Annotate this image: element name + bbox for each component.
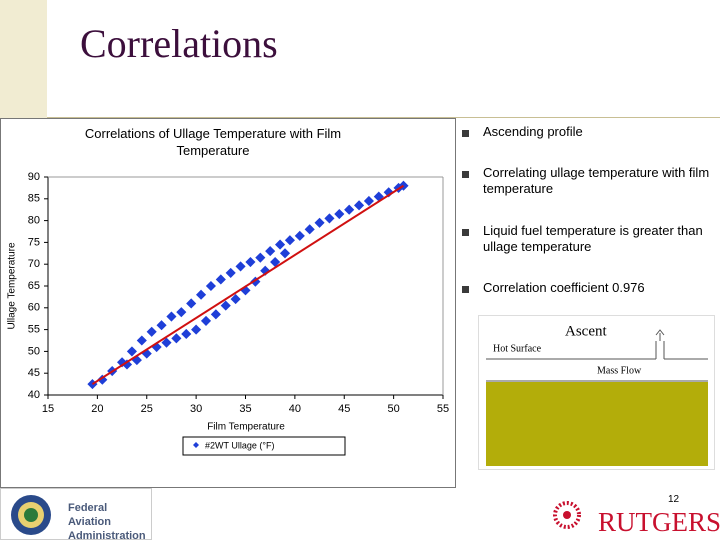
point	[304, 224, 315, 235]
point	[215, 274, 226, 285]
bullet: Liquid fuel temperature is greater than …	[483, 223, 703, 254]
y-tick-label: 65	[28, 280, 40, 292]
faa-line: Federal Aviation	[68, 502, 111, 528]
chart: Film Temperature Ullage Temperature #2WT…	[0, 118, 456, 488]
y-axis-label: Ullage Temperature	[7, 242, 18, 330]
point	[334, 208, 345, 220]
legend-marker	[193, 442, 199, 448]
legend	[182, 436, 346, 456]
y-tick-label: 50	[28, 345, 40, 357]
x-tick-label: 35	[239, 403, 251, 415]
faa-seal	[11, 495, 51, 535]
point	[363, 195, 374, 207]
x-tick-label: 45	[338, 403, 350, 415]
point	[279, 248, 291, 259]
point	[146, 326, 157, 337]
point	[176, 307, 187, 318]
point	[230, 294, 241, 305]
y-tick-label: 70	[28, 258, 40, 270]
point	[220, 300, 231, 311]
x-axis-label: Film Temperature	[207, 422, 285, 433]
point	[284, 235, 295, 246]
point	[294, 230, 305, 241]
legend-label: #2WT Ullage (°F)	[205, 440, 274, 450]
point	[255, 252, 266, 263]
y-tick-label: 60	[28, 302, 40, 314]
y-tick-label: 80	[28, 215, 40, 227]
point	[275, 239, 286, 250]
point	[314, 217, 325, 228]
y-tick-label: 75	[28, 236, 40, 248]
point	[200, 315, 212, 326]
diagram-title: Ascent	[565, 323, 607, 339]
trendline	[91, 184, 405, 385]
rutgers-emblem	[553, 501, 581, 529]
faa-name: Federal Aviation Administration	[68, 501, 151, 540]
point	[245, 256, 256, 268]
point	[186, 298, 197, 309]
bullet-marker	[462, 286, 469, 293]
rule	[47, 117, 720, 118]
bullet-marker	[462, 171, 469, 178]
bullet: Correlation coefficient 0.976	[483, 280, 645, 295]
x-tick-label: 40	[289, 403, 301, 415]
point	[225, 267, 236, 278]
point	[270, 256, 281, 268]
ascent-diagram: Ascent Hot Surface Mass Flow	[478, 315, 715, 470]
liquid	[486, 382, 708, 466]
x-tick-label: 55	[437, 403, 449, 415]
y-tick-label: 90	[28, 171, 40, 183]
point	[126, 346, 137, 357]
y-tick-label: 45	[28, 367, 40, 379]
x-tick-label: 30	[190, 403, 202, 415]
faa-logo: Federal Aviation Administration	[0, 488, 152, 540]
accent-bar	[0, 0, 47, 118]
point	[235, 261, 246, 272]
point	[171, 333, 182, 344]
point	[166, 311, 177, 322]
point	[324, 213, 335, 224]
point	[191, 324, 202, 335]
point	[181, 328, 192, 340]
x-tick-label: 20	[91, 403, 103, 415]
x-tick-label: 25	[141, 403, 153, 415]
point	[136, 335, 147, 346]
point	[196, 289, 207, 300]
point	[156, 320, 167, 331]
chart-title: Correlations of Ullage Temperature with …	[84, 126, 342, 158]
y-tick-label: 40	[28, 389, 40, 401]
point	[265, 246, 276, 257]
point	[205, 280, 216, 292]
diagram-label: Mass Flow	[597, 365, 642, 376]
point	[210, 309, 221, 320]
point	[161, 337, 172, 348]
x-tick-label: 50	[388, 403, 400, 415]
point	[344, 204, 355, 215]
bullet-marker	[462, 229, 469, 236]
vent	[655, 329, 665, 359]
diagram-label: Hot Surface	[493, 343, 542, 354]
page-number: 12	[668, 494, 680, 505]
x-tick-label: 15	[42, 403, 54, 415]
y-tick-label: 85	[28, 193, 40, 205]
slide-title: Correlations	[80, 21, 278, 66]
y-tick-label: 55	[28, 324, 40, 336]
plot: Film Temperature Ullage Temperature #2WT…	[7, 171, 449, 456]
bullet-marker	[462, 130, 469, 137]
bullet: Correlating ullage temperature with film…	[483, 165, 710, 196]
point	[354, 200, 365, 211]
faa-line: Administration	[68, 530, 146, 540]
rutgers-name: RUTGERS	[598, 507, 720, 537]
bullet: Ascending profile	[483, 124, 583, 139]
